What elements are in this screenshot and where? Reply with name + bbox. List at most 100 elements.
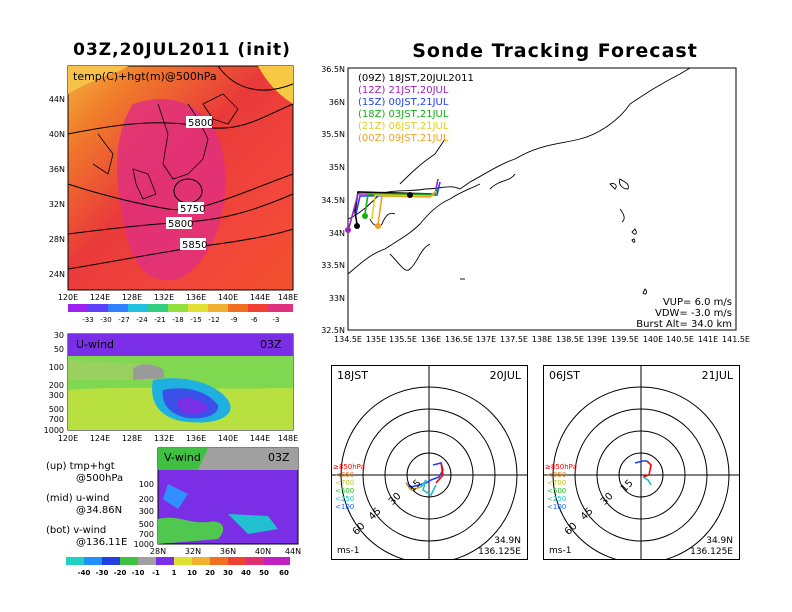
x-tick-label: 139.5E: [611, 335, 639, 344]
x-tick-label: 136E: [186, 434, 206, 443]
x-tick-label: 138E: [532, 335, 552, 344]
colorbar-cell: [120, 557, 138, 565]
param-vup: VUP= 6.0 m/s: [663, 297, 732, 308]
hodo-date: 20JUL: [490, 369, 522, 382]
colorbar-tick: 10: [187, 569, 197, 577]
x-tick-label: 134.5E: [334, 335, 362, 344]
hodo-unit: ms-1: [337, 546, 359, 556]
hodograph-right: 15 30 45 60 ≥850hPa <850 <700 <500 <250 …: [543, 365, 740, 560]
colorbar-tick: -18: [172, 316, 183, 324]
hodo-lat: 34.9N: [706, 536, 733, 546]
colorbar-tick: -10: [132, 569, 145, 577]
x-tick-label: 138.5E: [556, 335, 584, 344]
uwind-label: U-wind: [76, 338, 114, 351]
contour-label: 5750: [180, 204, 205, 215]
y-tick-label: 34.5N: [321, 196, 345, 205]
temp-map-panel: 5800 5750 5800 5850 temp(C)+hgt(m)@500hP…: [49, 65, 298, 324]
hodo-time: 06JST: [549, 369, 580, 382]
colorbar-tick: 60: [279, 569, 289, 577]
vwind-band-green-top: [158, 448, 208, 470]
hodo-date: 21JUL: [702, 369, 734, 382]
track-00z: [377, 191, 436, 225]
uwind-jet-center: [177, 397, 208, 415]
hodograph-rings: [331, 365, 527, 560]
x-tick-label: 140.5E: [666, 335, 694, 344]
x-tick-label: 148E: [278, 293, 298, 302]
y-tick-label: 33.5N: [321, 261, 345, 270]
colorbar-tick: 30: [223, 569, 233, 577]
x-tick-label: 137.5E: [500, 335, 528, 344]
legend-notes: (up) tmp+hgt @500hPa (mid) u-wind @34.86…: [46, 461, 127, 549]
track-legend: (09Z) 18JST,20JUL2011 (12Z) 21JST,20JUL …: [358, 73, 474, 144]
x-tick-label: 137E: [476, 335, 496, 344]
colorbar-tick: -12: [208, 316, 219, 324]
x-tick-label: 148E: [278, 434, 298, 443]
temp-colorbar-ticks: -33 -30 -27 -24 -21 -18 -15 -12 -9 -6 -3: [82, 316, 279, 324]
x-tick-label: 135E: [366, 335, 386, 344]
vwind-time: 03Z: [268, 451, 290, 464]
track-12z: [347, 178, 439, 231]
y-tick-label: 30: [54, 331, 64, 340]
hodo-lon: 136.125E: [478, 547, 521, 557]
y-tick-label: 1000: [134, 540, 154, 549]
y-tick-label: 32.5N: [321, 326, 345, 335]
level-legend: <250: [547, 495, 566, 503]
y-tick-label: 32N: [49, 200, 65, 209]
note-bot: (bot) v-wind: [46, 525, 107, 536]
uwind-x-axis: 120E 124E 128E 132E 136E 140E 144E 148E: [58, 434, 298, 443]
y-tick-label: 28N: [49, 235, 65, 244]
level-legend: <250: [335, 495, 354, 503]
x-tick-label: 140E: [218, 293, 238, 302]
y-tick-label: 300: [139, 507, 154, 516]
vwind-band-cyan: [228, 514, 278, 534]
hodograph-rings: [543, 365, 739, 560]
level-legend: <100: [335, 503, 354, 511]
hodo-trace-low: [642, 476, 652, 486]
contour-label: 5850: [182, 240, 207, 251]
hodo-lat: 34.9N: [494, 536, 521, 546]
param-vdw: VDW= -3.0 m/s: [655, 308, 732, 319]
level-legend: <700: [547, 479, 566, 487]
colorbar-cell: [66, 557, 84, 565]
contour-label-box: [186, 116, 212, 128]
colorbar-cell: [192, 557, 210, 565]
x-tick-label: 124E: [90, 293, 110, 302]
level-legend: <100: [547, 503, 566, 511]
colorbar-tick: -1: [152, 569, 160, 577]
y-tick-label: 35.5N: [321, 130, 345, 139]
colorbar-tick: -3: [273, 316, 280, 324]
x-tick-label: 32N: [185, 547, 201, 556]
x-tick-label: 141.5E: [722, 335, 750, 344]
x-tick-label: 139E: [587, 335, 607, 344]
legend-entry: (12Z) 21JST,20JUL: [358, 85, 449, 96]
x-tick-label: 120E: [58, 434, 78, 443]
level-legend: ≥850hPa: [333, 463, 365, 471]
y-tick-label: 200: [139, 495, 154, 504]
y-tick-label: 33N: [329, 294, 345, 303]
colorbar-tick: 20: [205, 569, 215, 577]
landing-point: [345, 227, 351, 233]
note-up: (up) tmp+hgt: [46, 461, 115, 472]
temp-map-x-axis: 120E 124E 128E 132E 136E 140E 144E 148E: [58, 293, 298, 302]
note-bot-sub: @136.11E: [76, 537, 128, 548]
colorbar-tick: 1: [172, 569, 177, 577]
level-legend: <850: [547, 471, 566, 479]
y-tick-label: 44N: [49, 95, 65, 104]
level-legend: ≥850hPa: [545, 463, 577, 471]
hodo-trace-mid: [405, 482, 422, 491]
landing-point: [354, 223, 360, 229]
colorbar-cell: [138, 557, 156, 565]
x-tick-label: 136E: [186, 293, 206, 302]
vwind-band-green-low: [158, 517, 224, 544]
colorbar-tick: -24: [136, 316, 148, 324]
cold-core: [117, 99, 226, 281]
colorbar-tick: -33: [82, 316, 93, 324]
colorbar-cell: [102, 557, 120, 565]
x-tick-label: 124E: [90, 434, 110, 443]
y-tick-label: 500: [49, 405, 64, 414]
uwind-y-axis: 30 50 100 200 300 500 700 1000: [44, 331, 64, 435]
track-map-panel: (09Z) 18JST,20JUL2011 (12Z) 21JST,20JUL …: [321, 65, 750, 344]
y-tick-label: 700: [139, 530, 154, 539]
colorbar-tick: -21: [154, 316, 165, 324]
landing-point: [362, 213, 368, 219]
